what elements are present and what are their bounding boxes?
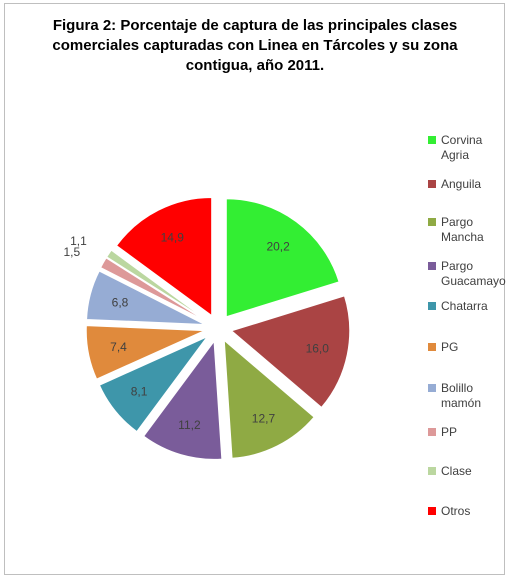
legend-label: Bolillo mamón (441, 381, 511, 411)
legend-swatch (428, 302, 436, 310)
chart-title-line: contigua, año 2011. (185, 57, 325, 74)
legend-label: Pargo Guacamayo (441, 259, 511, 289)
data-label: 20,2 (266, 239, 290, 253)
data-label: 16,0 (306, 341, 330, 355)
data-label: 12,7 (252, 412, 276, 426)
legend-swatch (428, 180, 436, 188)
data-label: 14,9 (161, 231, 185, 245)
pie-slice-pg (85, 325, 205, 380)
pie-slice-anguila (230, 295, 351, 409)
legend-swatch (428, 218, 436, 226)
legend-label-line: Bolillo (441, 381, 474, 395)
legend-swatch (428, 136, 436, 144)
legend-label-line: Mancha (441, 230, 484, 244)
legend-label-line: Chatarra (441, 299, 488, 313)
pie-slice-otros (115, 197, 213, 317)
data-label: 6,8 (112, 295, 129, 309)
legend-label-line: Pargo (441, 215, 474, 229)
legend-swatch (428, 507, 436, 515)
legend-label-line: PP (441, 425, 458, 439)
legend-label: Clase (441, 464, 511, 479)
legend-label-line: PG (441, 340, 459, 354)
legend-label-line: Guacamayo (441, 274, 506, 288)
data-label: 7,4 (110, 340, 127, 354)
chart-title-line: comerciales capturadas con Linea en Tárc… (52, 37, 458, 54)
legend-label: Corvina Agria (441, 133, 511, 163)
chart-title: Figura 2: Porcentaje de captura de las p… (40, 16, 470, 76)
pie-slice-pargo-mancha (223, 339, 315, 459)
legend-label-line: Corvina (441, 133, 483, 147)
data-label: 11,2 (178, 418, 201, 432)
pie-slice-corvina-agria (225, 198, 340, 318)
data-label: 1,5 (63, 245, 80, 259)
legend-swatch (428, 384, 436, 392)
pie-slice-chatarra (98, 335, 209, 433)
legend-label: PG (441, 340, 511, 355)
legend-swatch (428, 343, 436, 351)
legend-label-line: Pargo (441, 259, 474, 273)
legend-label: Otros (441, 504, 511, 519)
legend-label-line: Anguila (441, 177, 482, 191)
legend-label: Pargo Mancha (441, 215, 511, 245)
chart-title-line: Figura 2: Porcentaje de captura de las p… (52, 17, 458, 34)
data-label: 1,1 (70, 234, 87, 248)
legend-label-line: Clase (441, 464, 472, 478)
legend-label: PP (441, 425, 511, 440)
pie-slice-pargo-guacamayo (143, 340, 223, 460)
legend-label-line: mamón (441, 396, 482, 410)
pie-slice-clase (106, 249, 207, 321)
legend-label-line: Agria (441, 148, 470, 162)
legend-swatch (428, 428, 436, 436)
legend-label-line: Otros (441, 504, 471, 518)
pie-slice-bolillo-mamón (86, 270, 205, 325)
data-label: 8,1 (131, 385, 148, 399)
legend-swatch (428, 467, 436, 475)
legend-label: Anguila (441, 177, 511, 192)
pie-slice-pp (99, 257, 207, 322)
legend-label: Chatarra (441, 299, 511, 314)
legend-swatch (428, 262, 436, 270)
